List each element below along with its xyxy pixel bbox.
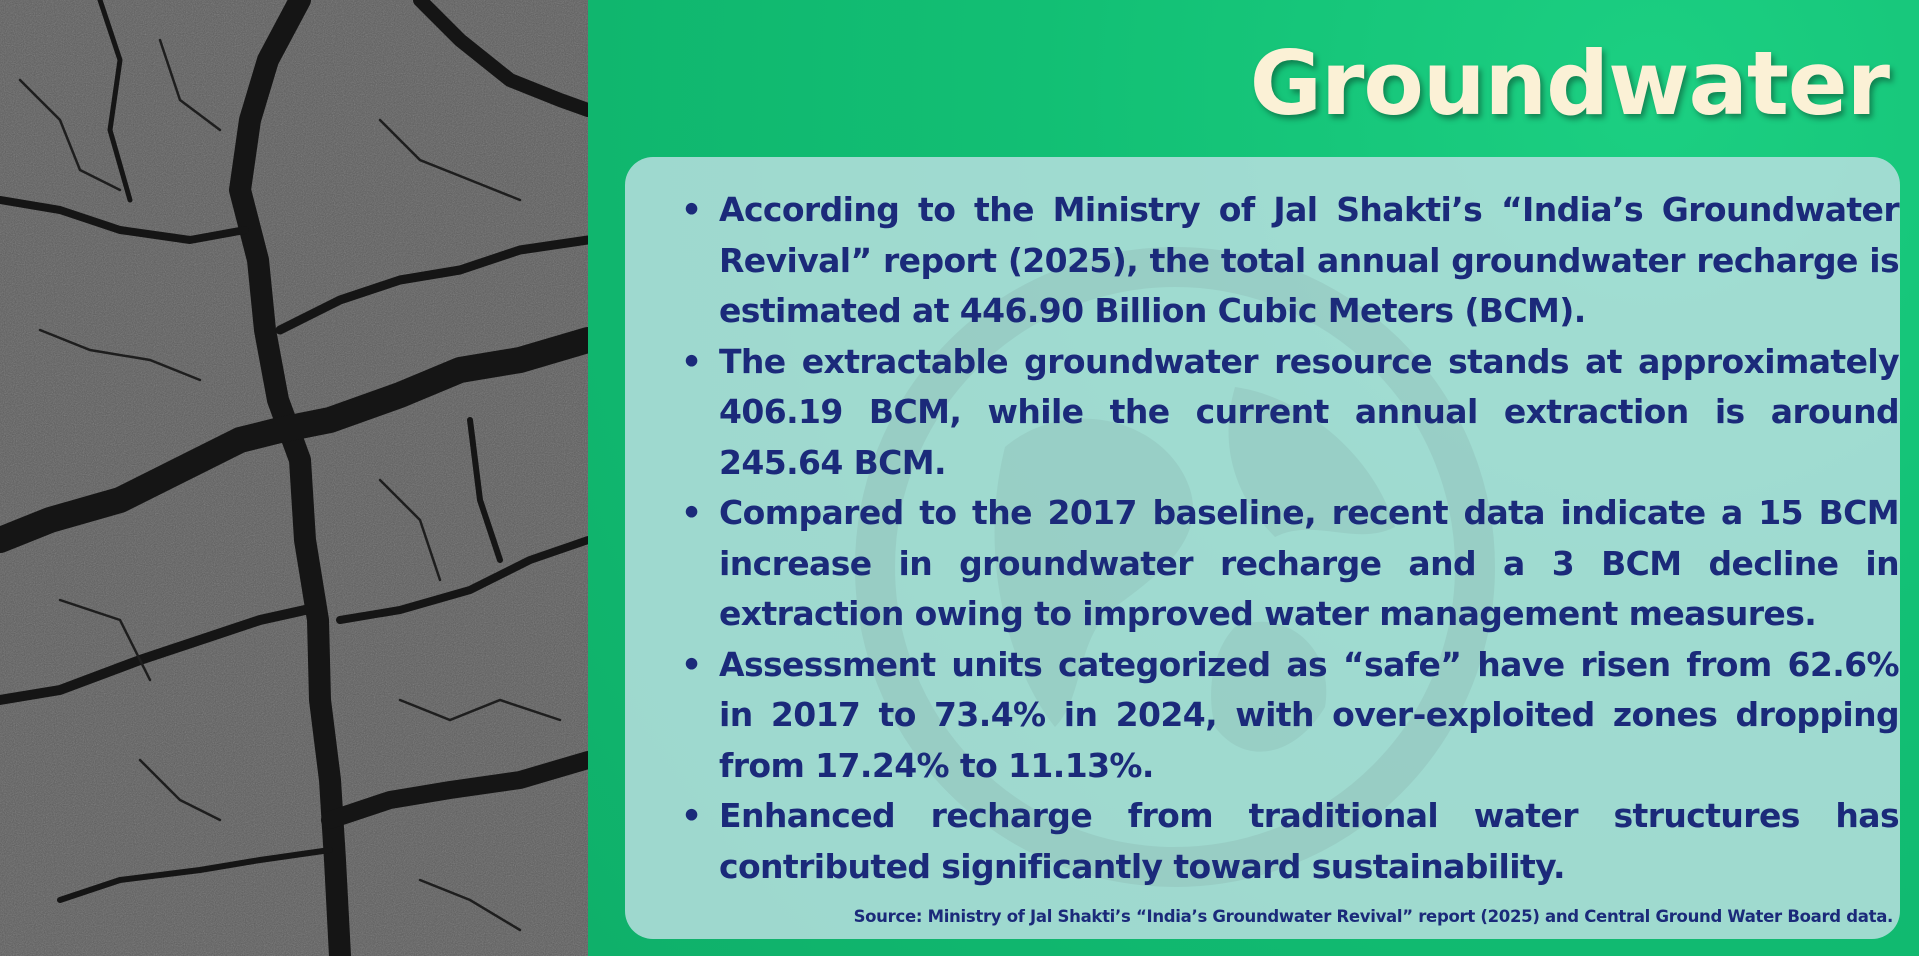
bullet-item: Enhanced recharge from traditional water…	[681, 791, 1900, 892]
source-citation: Source: Ministry of Jal Shakti’s “India’…	[853, 907, 1894, 926]
bullet-item: Compared to the 2017 baseline, recent da…	[681, 488, 1900, 640]
content-card: According to the Ministry of Jal Shakti’…	[625, 157, 1900, 939]
bullet-item: Assessment units categorized as “safe” h…	[681, 640, 1900, 792]
crack-lines-graphic	[0, 0, 588, 956]
cracked-earth-image	[0, 0, 588, 956]
bullet-item: The extractable groundwater resource sta…	[681, 337, 1900, 489]
bullet-list: According to the Ministry of Jal Shakti’…	[681, 185, 1900, 892]
bullet-item: According to the Ministry of Jal Shakti’…	[681, 185, 1900, 337]
page-title: Groundwater	[1249, 32, 1890, 135]
